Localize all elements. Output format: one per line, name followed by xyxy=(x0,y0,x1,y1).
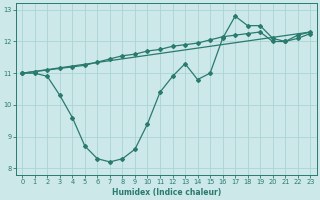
X-axis label: Humidex (Indice chaleur): Humidex (Indice chaleur) xyxy=(112,188,221,197)
